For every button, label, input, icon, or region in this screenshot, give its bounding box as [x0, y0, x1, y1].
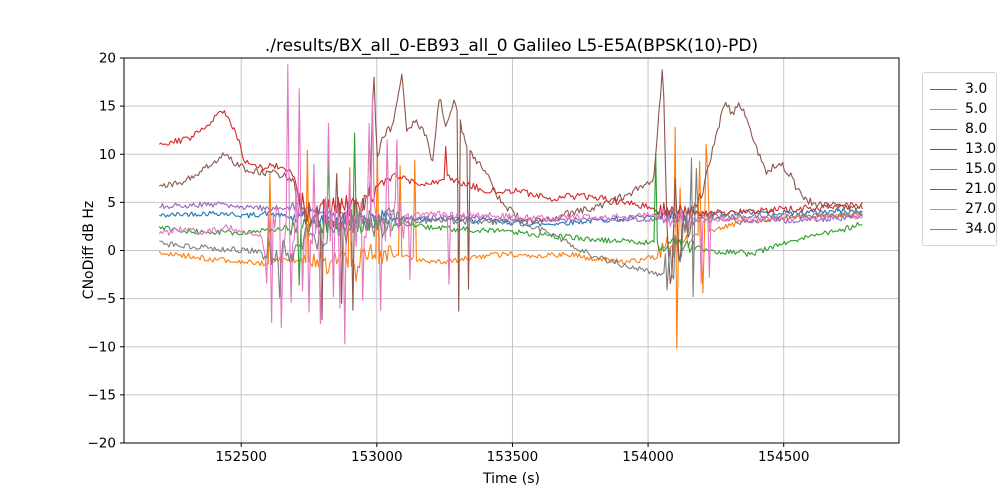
series-line-15.0 — [159, 201, 863, 226]
legend-line-swatch — [930, 208, 957, 210]
legend-item: 8.0 — [930, 119, 996, 139]
legend-label: 13.0 — [965, 141, 997, 157]
legend-line-swatch — [930, 128, 957, 130]
legend-item: 21.0 — [930, 179, 996, 199]
legend-label: 8.0 — [965, 121, 988, 137]
legend-item: 3.0 — [930, 79, 996, 99]
legend-label: 34.0 — [965, 221, 997, 237]
axis-ticks: 152500 153000 153500 154000 154500 −20 −15 −10 −… — [88, 51, 810, 466]
chart-title: ./results/BX_all_0-EB93_all_0 Galileo L5… — [264, 36, 759, 56]
x-tick-label: 153000 — [351, 449, 403, 465]
legend-item: 27.0 — [930, 199, 996, 219]
series-line-13.0 — [158, 110, 863, 222]
legend-label: 5.0 — [965, 101, 988, 117]
grid — [124, 57, 899, 444]
legend-label: 21.0 — [965, 181, 997, 197]
series-line-27.0 — [158, 64, 863, 345]
y-tick-label: −20 — [88, 436, 117, 452]
y-tick-label: 20 — [99, 51, 116, 67]
legend-label: 27.0 — [965, 201, 997, 217]
y-axis-label: CNoDiff dB Hz — [81, 200, 97, 300]
legend-line-swatch — [930, 168, 957, 170]
legend-line-swatch — [930, 148, 957, 150]
x-tick-label: 154000 — [622, 449, 674, 465]
y-tick-label: −10 — [88, 339, 117, 355]
legend-label: 3.0 — [965, 81, 988, 97]
series-line-3.0 — [159, 207, 863, 228]
y-tick-label: 5 — [107, 195, 116, 211]
legend-item: 34.0 — [930, 219, 996, 239]
series-line-34.0 — [159, 157, 863, 299]
y-tick-label: 15 — [99, 99, 116, 115]
series-lines — [158, 64, 863, 350]
y-tick-label: 10 — [99, 147, 116, 163]
x-tick-label: 154500 — [758, 449, 810, 465]
legend-line-swatch — [930, 228, 957, 230]
legend-line-swatch — [930, 108, 957, 110]
series-line-21.0 — [158, 69, 863, 321]
legend-line-swatch — [930, 188, 957, 190]
legend-item: 5.0 — [930, 99, 996, 119]
legend-item: 15.0 — [930, 159, 996, 179]
x-axis-label: Time (s) — [483, 471, 540, 487]
series-line-8.0 — [158, 132, 863, 286]
legend-label: 15.0 — [965, 161, 997, 177]
series-line-5.0 — [158, 126, 863, 350]
y-tick-label: −15 — [88, 387, 117, 403]
legend-item: 13.0 — [930, 139, 996, 159]
y-tick-label: 0 — [107, 243, 116, 259]
x-tick-label: 152500 — [215, 449, 267, 465]
y-tick-label: −5 — [96, 291, 116, 307]
x-tick-label: 153500 — [487, 449, 539, 465]
legend-line-swatch — [930, 88, 957, 90]
legend: 3.0 5.0 8.0 13.0 15.0 21.0 27.0 34.0 — [922, 72, 997, 246]
